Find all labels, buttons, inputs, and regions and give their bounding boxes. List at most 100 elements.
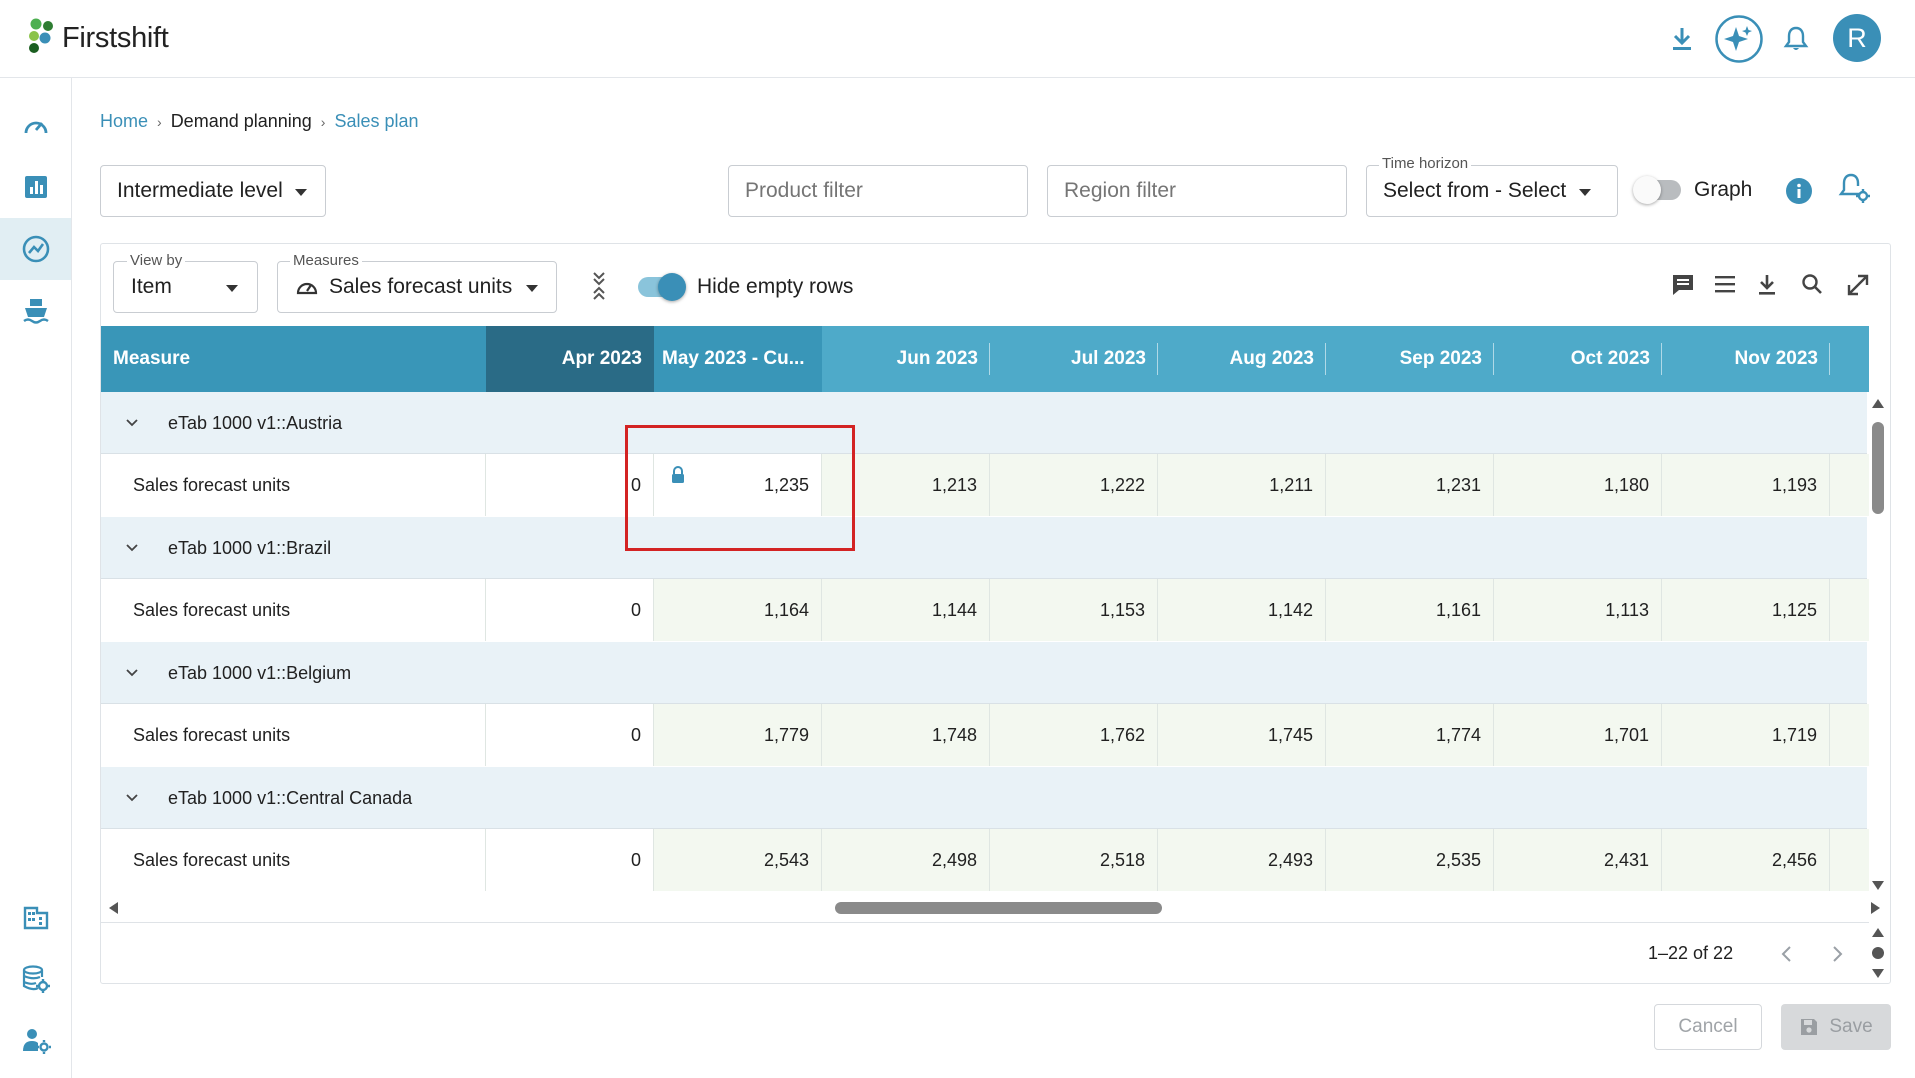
column-header-filler [1830, 326, 1869, 392]
column-header-aug-2023[interactable]: Aug 2023 [1158, 326, 1326, 392]
horizontal-scrollbar[interactable] [101, 898, 1887, 918]
info-icon[interactable] [1785, 177, 1813, 205]
breadcrumb-demand-planning[interactable]: Demand planning [170, 111, 312, 131]
sidebar-item-data-settings[interactable] [0, 948, 71, 1010]
horizontal-scroll-thumb[interactable] [835, 902, 1162, 914]
chevron-left-icon[interactable] [1779, 944, 1793, 964]
chevron-down-icon[interactable] [125, 792, 139, 804]
value-cell[interactable]: 2,493 [1158, 829, 1326, 891]
column-header-may-2023[interactable]: May 2023 - Cu... [654, 326, 822, 392]
value-cell[interactable]: 1,113 [1494, 579, 1662, 641]
avatar[interactable]: R [1833, 14, 1881, 62]
group-row-austria[interactable]: eTab 1000 v1::Austria [101, 392, 1867, 454]
vertical-scrollbar[interactable] [1869, 398, 1887, 908]
sidebar-item-organization[interactable] [0, 886, 71, 948]
cancel-button[interactable]: Cancel [1654, 1004, 1762, 1050]
sidebar-item-user-settings[interactable] [0, 1010, 71, 1072]
breadcrumb-current[interactable]: Sales plan [334, 111, 419, 131]
column-header-jun-2023[interactable]: Jun 2023 [822, 326, 990, 392]
sidebar-item-dashboard[interactable] [0, 96, 71, 158]
table-row: Sales forecast units 0 1,164 1,144 1,153… [101, 579, 1869, 641]
value-cell[interactable]: 1,748 [822, 704, 990, 766]
value-cell[interactable]: 1,701 [1494, 704, 1662, 766]
column-header-sep-2023[interactable]: Sep 2023 [1326, 326, 1494, 392]
hide-empty-rows-toggle[interactable] [636, 272, 686, 301]
save-button[interactable]: Save [1781, 1004, 1891, 1050]
page-scrollbar[interactable] [1869, 925, 1887, 981]
column-header-apr-2023[interactable]: Apr 2023 [486, 326, 654, 392]
notification-settings-icon[interactable] [1837, 171, 1873, 207]
group-row-belgium[interactable]: eTab 1000 v1::Belgium [101, 642, 1867, 704]
region-filter-input[interactable]: Region filter [1047, 165, 1347, 217]
page-scroll-thumb[interactable] [1872, 947, 1884, 959]
value-cell[interactable]: 1,779 [654, 704, 822, 766]
column-menu-icon[interactable] [1713, 272, 1737, 298]
search-icon[interactable] [1800, 272, 1824, 298]
column-header-measure[interactable]: Measure [101, 326, 486, 392]
value-cell[interactable]: 2,535 [1326, 829, 1494, 891]
scroll-up-icon[interactable] [1872, 927, 1884, 937]
collapse-all-icon[interactable] [590, 270, 608, 302]
filler-cell [1830, 829, 1869, 891]
sidebar-item-demand-planning[interactable] [0, 218, 71, 280]
value-cell[interactable]: 1,213 [822, 454, 990, 516]
scroll-up-icon[interactable] [1872, 398, 1884, 408]
time-horizon-select[interactable]: Select from - Select [1366, 165, 1618, 217]
product-filter-input[interactable]: Product filter [728, 165, 1028, 217]
value-cell[interactable]: 0 [486, 579, 654, 641]
column-header-nov-2023[interactable]: Nov 2023 [1662, 326, 1830, 392]
value-cell[interactable]: 1,142 [1158, 579, 1326, 641]
level-select[interactable]: Intermediate level [100, 165, 326, 217]
scroll-right-icon[interactable] [1871, 902, 1881, 914]
vertical-scroll-thumb[interactable] [1872, 422, 1884, 514]
view-by-select[interactable]: Item [113, 261, 258, 313]
scroll-left-icon[interactable] [108, 902, 118, 914]
sidebar-item-reports[interactable] [0, 156, 71, 218]
chevron-down-icon[interactable] [125, 542, 139, 554]
value-cell[interactable]: 1,719 [1662, 704, 1830, 766]
chevron-down-icon[interactable] [125, 417, 139, 429]
value-cell[interactable]: 1,125 [1662, 579, 1830, 641]
column-header-jul-2023[interactable]: Jul 2023 [990, 326, 1158, 392]
scroll-down-icon[interactable] [1872, 969, 1884, 979]
measures-select[interactable]: Sales forecast units [277, 261, 557, 313]
chevron-right-icon[interactable] [1831, 944, 1845, 964]
chevron-down-icon[interactable] [125, 667, 139, 679]
ai-assistant-icon[interactable] [1714, 14, 1764, 64]
value-cell[interactable]: 1,774 [1326, 704, 1494, 766]
download-icon[interactable] [1669, 25, 1695, 53]
value-cell[interactable]: 0 [486, 829, 654, 891]
value-cell[interactable]: 1,222 [990, 454, 1158, 516]
value-cell[interactable]: 2,543 [654, 829, 822, 891]
value-cell[interactable]: 1,231 [1326, 454, 1494, 516]
value-cell[interactable]: 1,193 [1662, 454, 1830, 516]
scroll-down-icon[interactable] [1872, 881, 1884, 891]
value-cell[interactable]: 2,431 [1494, 829, 1662, 891]
value-cell[interactable]: 2,518 [990, 829, 1158, 891]
sidebar-item-supply[interactable] [0, 280, 71, 342]
value-cell[interactable]: 2,498 [822, 829, 990, 891]
value-cell[interactable]: 1,144 [822, 579, 990, 641]
chevron-down-icon [526, 285, 538, 292]
value-cell-locked[interactable]: 1,235 [654, 454, 822, 516]
value-cell[interactable]: 1,164 [654, 579, 822, 641]
group-row-brazil[interactable]: eTab 1000 v1::Brazil [101, 517, 1867, 579]
bell-icon[interactable] [1783, 25, 1809, 53]
value-cell[interactable]: 0 [486, 704, 654, 766]
group-row-central-canada[interactable]: eTab 1000 v1::Central Canada [101, 767, 1867, 829]
column-header-oct-2023[interactable]: Oct 2023 [1494, 326, 1662, 392]
speedometer-icon [296, 282, 318, 295]
value-cell[interactable]: 2,456 [1662, 829, 1830, 891]
comment-icon[interactable] [1670, 272, 1696, 298]
value-cell[interactable]: 1,180 [1494, 454, 1662, 516]
breadcrumb-home[interactable]: Home [100, 111, 149, 131]
value-cell[interactable]: 1,745 [1158, 704, 1326, 766]
value-cell[interactable]: 1,161 [1326, 579, 1494, 641]
value-cell[interactable]: 1,211 [1158, 454, 1326, 516]
value-cell[interactable]: 1,762 [990, 704, 1158, 766]
graph-toggle[interactable] [1633, 175, 1683, 204]
value-cell[interactable]: 1,153 [990, 579, 1158, 641]
export-icon[interactable] [1756, 272, 1778, 298]
expand-icon[interactable] [1845, 272, 1871, 298]
brand-logo[interactable]: Firstshift [28, 18, 169, 58]
